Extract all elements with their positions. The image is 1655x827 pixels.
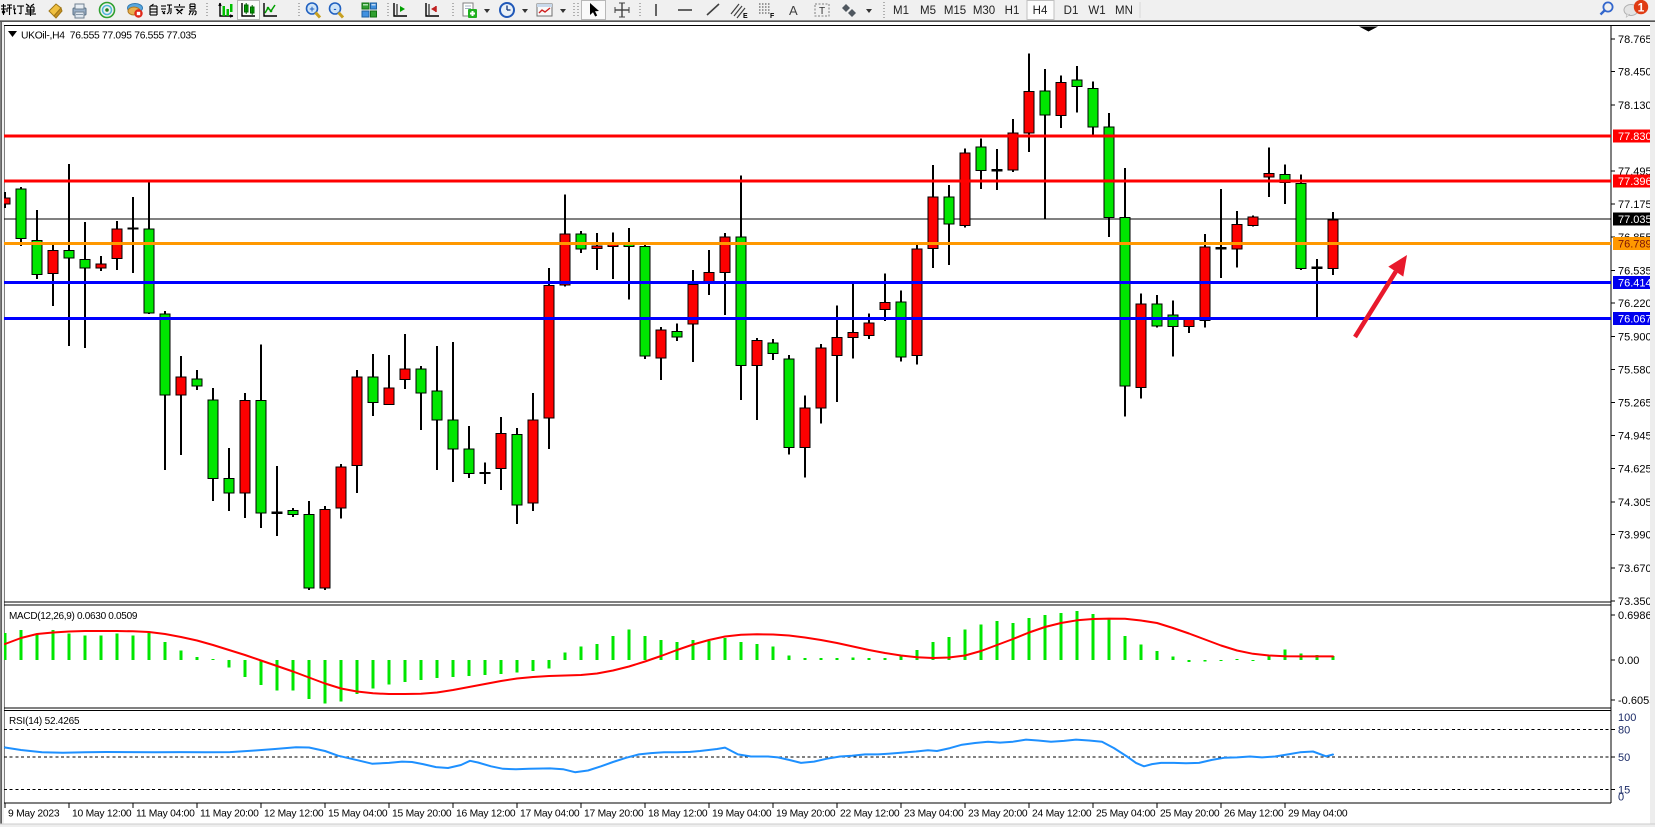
svg-text:75.900: 75.900 [1618, 331, 1652, 343]
svg-text:M1: M1 [893, 5, 909, 17]
svg-text:9 May 2023: 9 May 2023 [8, 809, 60, 820]
svg-text:76.220: 76.220 [1618, 298, 1652, 310]
svg-text:12 May 12:00: 12 May 12:00 [264, 809, 324, 820]
svg-text:UKOil-,H4 76.555 77.095 76.55: UKOil-,H4 76.555 77.095 76.555 77.035 [21, 31, 197, 42]
svg-text:M30: M30 [973, 5, 995, 17]
svg-text:M5: M5 [920, 5, 936, 17]
svg-text:23 May 20:00: 23 May 20:00 [968, 809, 1028, 820]
svg-text:T: T [819, 6, 825, 17]
svg-text:78.450: 78.450 [1618, 67, 1652, 79]
svg-text:MN: MN [1115, 5, 1133, 17]
svg-text:50: 50 [1618, 752, 1630, 764]
svg-text:16 May 12:00: 16 May 12:00 [456, 809, 516, 820]
svg-text:74.625: 74.625 [1618, 464, 1652, 476]
svg-text:D1: D1 [1064, 5, 1079, 17]
svg-text:18 May 12:00: 18 May 12:00 [648, 809, 708, 820]
svg-text:F: F [770, 13, 775, 20]
svg-text:H4: H4 [1033, 5, 1048, 17]
svg-text:11 May 20:00: 11 May 20:00 [200, 809, 259, 820]
svg-text:77.830: 77.830 [1618, 131, 1652, 143]
svg-text:74.945: 74.945 [1618, 431, 1652, 443]
svg-text:M15: M15 [944, 5, 966, 17]
svg-text:75.265: 75.265 [1618, 397, 1652, 409]
svg-text:73.670: 73.670 [1618, 563, 1652, 575]
svg-text:77.396: 77.396 [1618, 176, 1652, 188]
svg-text:76.067: 76.067 [1618, 314, 1652, 326]
svg-text:77.175: 77.175 [1618, 199, 1652, 211]
svg-text:26 May 12:00: 26 May 12:00 [1224, 809, 1284, 820]
svg-text:-: - [334, 4, 337, 14]
svg-text:W1: W1 [1088, 5, 1105, 17]
svg-text:11 May 04:00: 11 May 04:00 [136, 809, 195, 820]
svg-text:24 May 12:00: 24 May 12:00 [1032, 809, 1092, 820]
svg-text:15 May 04:00: 15 May 04:00 [328, 809, 388, 820]
svg-text:23 May 04:00: 23 May 04:00 [904, 809, 964, 820]
svg-text:0.00: 0.00 [1618, 655, 1639, 667]
svg-text:78.130: 78.130 [1618, 100, 1652, 112]
svg-text:76.789: 76.789 [1618, 239, 1652, 251]
svg-text:80: 80 [1618, 724, 1630, 736]
svg-text:+: + [309, 4, 314, 14]
svg-text:10 May 12:00: 10 May 12:00 [72, 809, 132, 820]
svg-text:22 May 12:00: 22 May 12:00 [840, 809, 900, 820]
svg-text:15 May 20:00: 15 May 20:00 [392, 809, 452, 820]
svg-text:E: E [743, 13, 748, 20]
svg-text:A: A [789, 3, 798, 18]
svg-text:17 May 20:00: 17 May 20:00 [584, 809, 644, 820]
svg-text:75.580: 75.580 [1618, 365, 1652, 377]
svg-text:100: 100 [1618, 712, 1636, 724]
svg-text:76.414: 76.414 [1618, 278, 1652, 290]
svg-text:73.350: 73.350 [1618, 596, 1652, 608]
svg-text:1: 1 [1638, 1, 1645, 15]
svg-text:78.765: 78.765 [1618, 34, 1652, 46]
svg-text:29 May 04:00: 29 May 04:00 [1288, 809, 1348, 820]
svg-text:MACD(12,26,9) 0.0630 0.0509: MACD(12,26,9) 0.0630 0.0509 [9, 611, 138, 622]
svg-text:15: 15 [1618, 784, 1630, 796]
svg-text:76.535: 76.535 [1618, 265, 1652, 277]
svg-text:H1: H1 [1005, 5, 1020, 17]
svg-text:25 May 20:00: 25 May 20:00 [1160, 809, 1220, 820]
svg-text:0: 0 [1618, 792, 1624, 804]
svg-text:74.305: 74.305 [1618, 497, 1652, 509]
svg-text:19 May 20:00: 19 May 20:00 [776, 809, 836, 820]
svg-text:73.990: 73.990 [1618, 530, 1652, 542]
svg-text:77.035: 77.035 [1618, 214, 1652, 226]
svg-text:RSI(14) 52.4265: RSI(14) 52.4265 [9, 716, 80, 727]
svg-text:17 May 04:00: 17 May 04:00 [520, 809, 580, 820]
svg-text:19 May 04:00: 19 May 04:00 [712, 809, 772, 820]
svg-text:-0.6055: -0.6055 [1618, 695, 1655, 707]
svg-text:25 May 04:00: 25 May 04:00 [1096, 809, 1156, 820]
svg-text:0.6986: 0.6986 [1618, 610, 1652, 622]
